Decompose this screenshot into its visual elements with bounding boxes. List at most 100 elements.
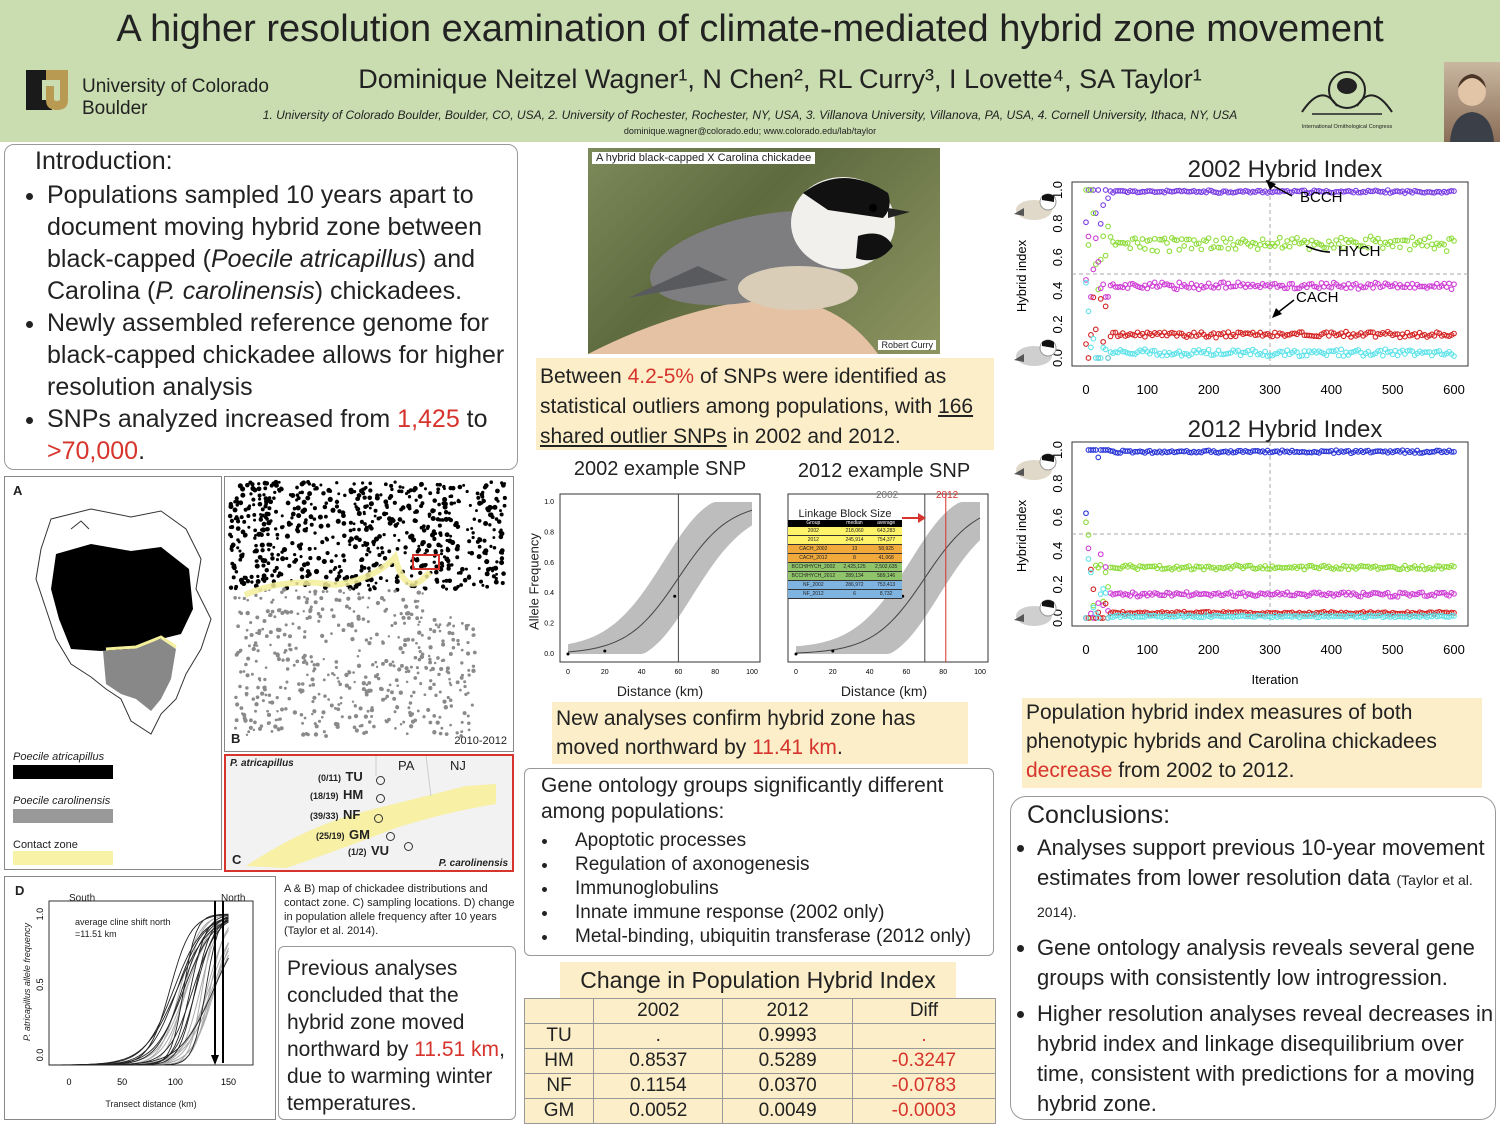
data-point [1230,449,1237,456]
snp-y-tick: 1.0 [544,499,554,506]
outlier-summary-text: Between 4.2-5% of SNPs were identified a… [540,365,974,448]
go-heading: Gene ontology groups significantly diffe… [541,774,944,823]
go-item: Metal-binding, ubiquitin transferase (20… [559,925,1009,949]
photo-caption: A hybrid black-capped X Carolina chickad… [592,152,816,164]
data-point [1338,590,1344,596]
hi-y-tick: 1.0 [1050,181,1065,199]
table-row: TU. 0.9993. [523,1023,997,1049]
data-point [1166,248,1173,255]
data-point [1092,610,1099,617]
data-point [1088,187,1094,193]
linkage-title: Linkage Block Size [798,508,892,520]
legend-label-contact: Contact zone [13,839,78,851]
data-point [1323,352,1330,359]
data-point [1289,592,1295,599]
data-point [1419,450,1425,456]
data-point [1215,190,1222,196]
hi-x-tick: 500 [1382,642,1404,657]
data-point [1451,188,1457,194]
linkage-row: BCCH/HYCH_2012 289,134 589,146 [788,572,902,581]
snp-2002-x-label: Distance (km) [616,683,704,699]
data-point [1321,330,1327,336]
data-point [1353,614,1359,620]
data-point [1105,195,1111,202]
table-cell: 0.0049 [722,1098,853,1124]
data-point [1303,352,1310,359]
data-point [1156,236,1163,243]
hi-y-label: Hybrid index [1014,239,1029,312]
data-point [1095,600,1102,606]
data-point [1394,594,1401,600]
data-point [1139,236,1146,242]
table-row: HM 0.8537 0.5289 -0.3247 [523,1048,997,1074]
snp-point [831,649,835,653]
snp-y-tick: 0.6 [544,560,554,567]
data-point [1085,233,1092,240]
previous-analyses-text: Previous analyses concluded that the hyb… [287,957,505,1115]
data-point [1429,283,1435,289]
site-vu: (1/2) VU [348,843,390,858]
cline-curve [567,509,753,653]
data-point [1164,187,1170,194]
data-point [1139,613,1146,620]
data-point [1340,562,1347,569]
table-header-cell: 2012 [722,998,853,1024]
data-point [1090,266,1097,273]
map-years: 2010-2012 [454,735,507,747]
panel-label-c: C [232,852,242,867]
snp-x-tick: 80 [939,669,947,676]
data-point [1433,348,1440,355]
data-point [1205,187,1212,194]
data-point [1416,589,1423,596]
data-point [1242,187,1249,194]
data-point [1235,448,1241,454]
data-point [1448,286,1455,293]
data-point [1321,244,1327,251]
hi-y-tick: 1.0 [1050,441,1065,459]
data-point [1448,187,1455,194]
hi-x-label: Iteration [1252,672,1299,687]
chickadee-icon [1014,339,1057,366]
cline-y-label: P. atricapillus allele frequency [22,923,32,1041]
snp-legend-2002: 2002 [876,490,899,501]
legend-label-atricapillus: Poecile atricapillus [13,751,105,763]
data-point [1330,244,1337,251]
data-point [1433,447,1440,454]
snp-2012-title: 2012 example SNP [797,460,971,482]
data-point [1225,613,1232,619]
data-point [1451,448,1457,455]
hi-y-tick: 0.6 [1050,248,1065,266]
cline-x-tick: 100 [168,1077,183,1087]
data-point [1281,285,1288,292]
data-point [1218,244,1224,251]
data-point [1161,235,1168,242]
data-point [1203,334,1210,340]
table-cell: 0.0052 [593,1098,724,1124]
data-point [1124,240,1131,246]
data-point [1095,187,1102,193]
data-point [1296,563,1303,570]
data-point [1404,237,1411,244]
data-point [1311,564,1318,571]
data-point [1370,329,1376,336]
data-point [1362,448,1369,454]
data-point [1085,242,1092,248]
data-point [1171,236,1178,243]
data-point [1431,245,1438,252]
data-point [1333,591,1340,597]
data-point [1146,237,1153,243]
data-point [1188,566,1195,573]
hi-x-tick: 100 [1136,382,1158,397]
data-point [1402,237,1408,244]
data-point [1380,352,1386,359]
distribution-dot-map [227,479,507,738]
snp-y-tick: 0.4 [544,590,554,597]
data-point [1230,283,1237,290]
data-point [1367,352,1374,358]
panel-label-b: B [231,731,241,746]
snp-point [566,652,570,656]
cline-x-tick: 50 [117,1077,127,1087]
data-point [1090,602,1097,609]
snp-x-tick: 20 [829,669,837,676]
data-point [1151,590,1158,596]
